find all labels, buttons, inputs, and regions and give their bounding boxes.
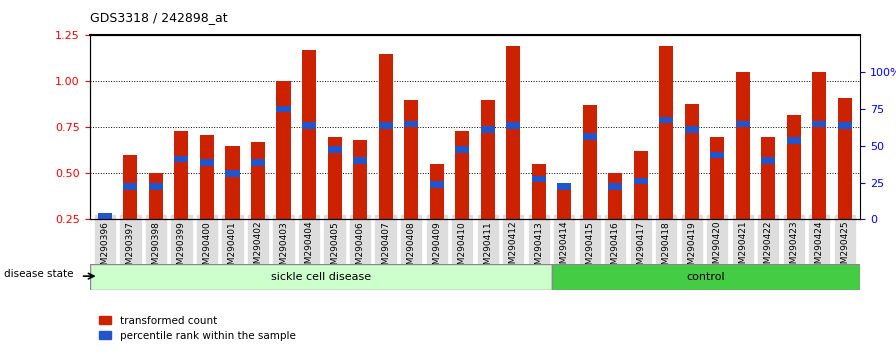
Bar [531, 176, 546, 182]
Bar [98, 212, 112, 219]
Bar [455, 131, 470, 266]
Bar [251, 159, 265, 166]
FancyBboxPatch shape [552, 264, 860, 290]
Bar [582, 105, 597, 266]
Bar [762, 157, 775, 164]
Bar [711, 137, 724, 266]
Bar [813, 72, 826, 266]
Bar [506, 46, 521, 266]
Bar [557, 184, 572, 266]
Bar [200, 159, 214, 166]
Bar [302, 50, 316, 266]
Bar [429, 181, 444, 188]
Bar [787, 115, 801, 266]
Text: disease state: disease state [4, 269, 74, 279]
Bar [736, 72, 750, 266]
Bar [404, 120, 418, 127]
Bar [685, 103, 699, 266]
Bar [633, 178, 648, 184]
Bar [762, 137, 775, 266]
Bar [98, 216, 112, 266]
Bar [608, 173, 622, 266]
Bar [608, 183, 622, 190]
Bar [149, 173, 163, 266]
Bar [277, 106, 290, 112]
Bar [353, 157, 367, 164]
Bar [226, 170, 239, 177]
Bar [251, 142, 265, 266]
Bar [149, 183, 163, 190]
Bar [531, 164, 546, 266]
Bar [226, 146, 239, 266]
Bar [480, 100, 495, 266]
FancyBboxPatch shape [90, 264, 552, 290]
Bar [813, 120, 826, 127]
Bar [429, 164, 444, 266]
Bar [557, 183, 572, 190]
Bar [736, 120, 750, 127]
Bar [582, 133, 597, 140]
Bar [200, 135, 214, 266]
Text: sickle cell disease: sickle cell disease [271, 272, 371, 282]
Bar [328, 146, 341, 153]
Bar [378, 122, 392, 129]
Bar [175, 155, 188, 162]
Bar [711, 152, 724, 158]
Bar [838, 98, 852, 266]
Bar [659, 117, 673, 123]
Text: GDS3318 / 242898_at: GDS3318 / 242898_at [90, 11, 228, 24]
Bar [633, 152, 648, 266]
Bar [787, 137, 801, 143]
Bar [506, 122, 521, 129]
Bar [124, 183, 137, 190]
Text: control: control [686, 272, 726, 282]
Bar [124, 155, 137, 266]
Bar [685, 126, 699, 132]
Bar [404, 100, 418, 266]
Legend: transformed count, percentile rank within the sample: transformed count, percentile rank withi… [95, 312, 300, 345]
Bar [328, 137, 341, 266]
Bar [378, 54, 392, 266]
Bar [175, 131, 188, 266]
Bar [659, 46, 673, 266]
Bar [838, 122, 852, 129]
Bar [353, 140, 367, 266]
Bar [277, 81, 290, 266]
Bar [455, 146, 470, 153]
Bar [302, 122, 316, 129]
Bar [480, 126, 495, 132]
